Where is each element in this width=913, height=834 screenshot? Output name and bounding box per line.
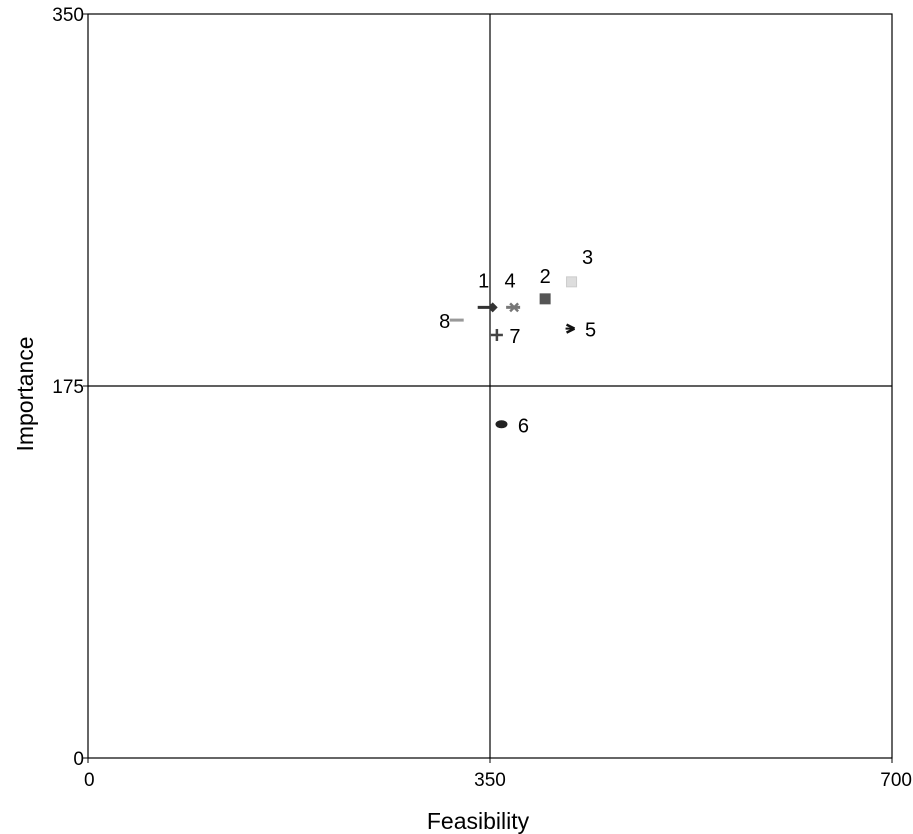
point-labels: 1 2 3 4 5 6 7 8 bbox=[439, 247, 596, 437]
data-point-6 bbox=[495, 420, 508, 429]
point-label-6: 6 bbox=[518, 415, 529, 437]
point-label-4: 4 bbox=[505, 270, 516, 292]
y-axis-title: Importance bbox=[12, 336, 38, 451]
point-label-7: 7 bbox=[509, 326, 520, 348]
point-label-1: 1 bbox=[478, 270, 489, 292]
x-tick-label: 700 bbox=[880, 770, 912, 791]
x-tick-label: 0 bbox=[84, 770, 95, 791]
y-tick-label: 350 bbox=[52, 5, 84, 26]
point-label-8: 8 bbox=[439, 311, 450, 333]
y-tick-label: 0 bbox=[73, 749, 84, 770]
data-points bbox=[449, 276, 578, 429]
point-label-3: 3 bbox=[582, 247, 593, 269]
data-point-7 bbox=[490, 328, 503, 341]
data-point-2 bbox=[539, 293, 551, 305]
data-point-4 bbox=[506, 302, 521, 313]
y-tick-label: 175 bbox=[52, 377, 84, 398]
x-tick-label: 350 bbox=[474, 770, 506, 791]
data-point-3 bbox=[566, 276, 578, 288]
data-point-1 bbox=[477, 302, 498, 313]
data-point-5 bbox=[565, 323, 576, 334]
point-label-2: 2 bbox=[540, 266, 551, 288]
reference-lines bbox=[88, 14, 892, 758]
point-label-5: 5 bbox=[585, 320, 596, 342]
x-axis-title: Feasibility bbox=[427, 808, 530, 834]
